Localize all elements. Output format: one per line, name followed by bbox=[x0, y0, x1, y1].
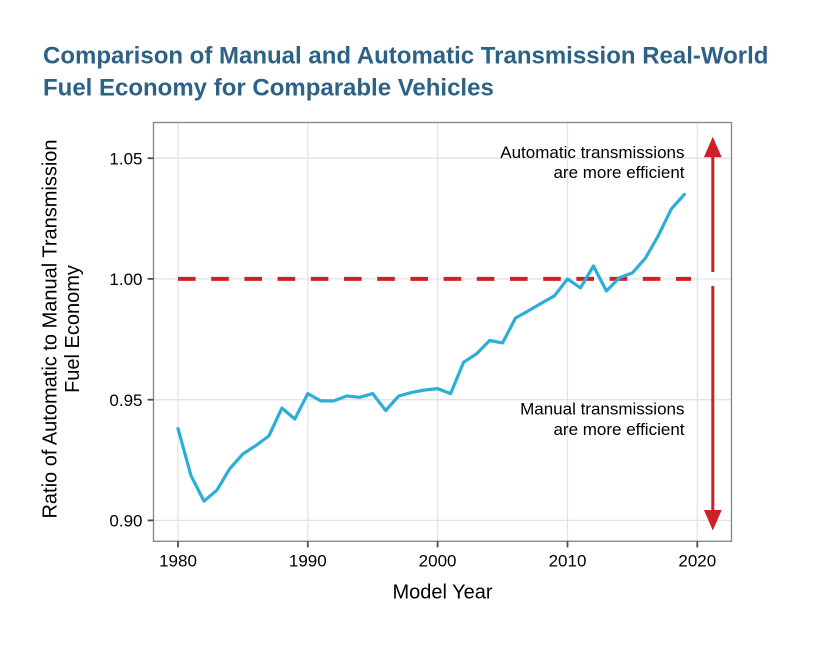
svg-text:Automatic transmissions: Automatic transmissions bbox=[500, 143, 684, 162]
svg-text:are more efficient: are more efficient bbox=[553, 420, 684, 439]
svg-text:2020: 2020 bbox=[678, 552, 716, 571]
svg-text:0.90: 0.90 bbox=[109, 512, 142, 531]
svg-text:1990: 1990 bbox=[289, 552, 327, 571]
svg-text:Model Year: Model Year bbox=[392, 582, 492, 604]
svg-text:2010: 2010 bbox=[549, 552, 587, 571]
svg-text:Manual transmissions: Manual transmissions bbox=[520, 400, 684, 419]
svg-text:1.00: 1.00 bbox=[109, 270, 142, 289]
svg-text:1.05: 1.05 bbox=[109, 149, 142, 168]
svg-text:2000: 2000 bbox=[419, 552, 457, 571]
svg-text:Ratio of Automatic to Manual T: Ratio of Automatic to Manual Transmissio… bbox=[40, 139, 62, 518]
svg-text:Comparison of Manual and Autom: Comparison of Manual and Automatic Trans… bbox=[43, 42, 768, 69]
svg-text:1980: 1980 bbox=[159, 552, 197, 571]
svg-text:Fuel Economy for Comparable Ve: Fuel Economy for Comparable Vehicles bbox=[43, 75, 494, 102]
svg-text:are more efficient: are more efficient bbox=[553, 163, 684, 182]
svg-text:0.95: 0.95 bbox=[109, 391, 142, 410]
svg-text:Fuel Economy: Fuel Economy bbox=[62, 265, 84, 393]
